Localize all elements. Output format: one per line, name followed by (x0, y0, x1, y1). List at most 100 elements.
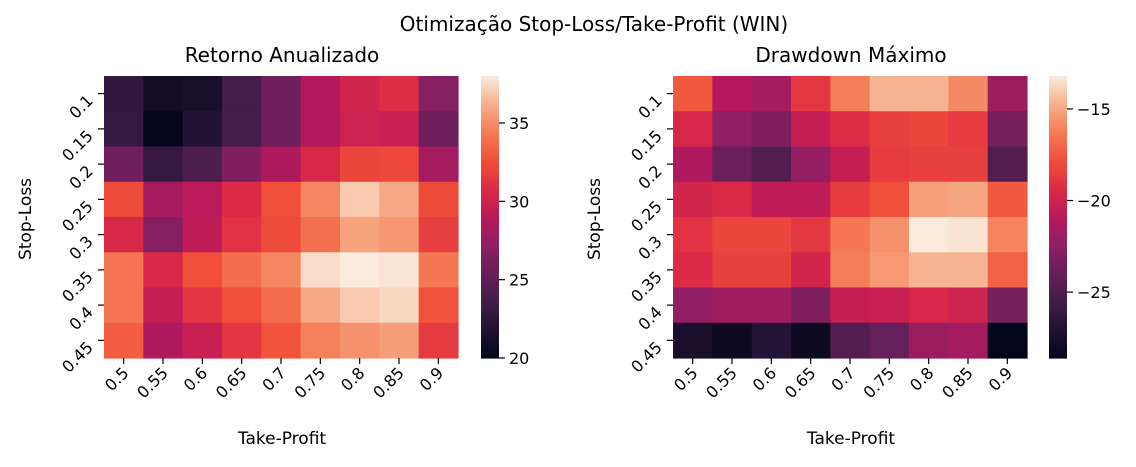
colorbar-segment (481, 350, 499, 354)
colorbar-segment (481, 348, 499, 352)
colorbar-segment (1049, 249, 1067, 253)
heatmap-cell (791, 76, 831, 112)
heatmap-cell (909, 146, 949, 183)
colorbar-segment (1049, 320, 1067, 324)
y-tick-label: 0.45 (627, 338, 666, 377)
heatmap-cell (143, 76, 184, 112)
heatmap-cell (418, 322, 459, 359)
x-tick-label: 0.65 (781, 363, 820, 402)
heatmap-cells (673, 76, 1028, 359)
heatmap-cell (222, 287, 262, 324)
colorbar-segment (1049, 240, 1067, 244)
colorbar-segment (481, 101, 499, 105)
heatmap-cell (869, 252, 910, 289)
colorbar-segment (1049, 275, 1067, 279)
colorbar-segment (1049, 278, 1067, 282)
colorbar-segment (481, 327, 499, 331)
y-axis-label: Stop-Loss (585, 178, 605, 260)
colorbar-segment (1049, 224, 1067, 227)
colorbar-segment (1049, 193, 1067, 197)
y-tick-label: 0.35 (627, 267, 666, 306)
colorbar-segment (481, 148, 499, 152)
colorbar-segment (481, 292, 499, 296)
heatmap-cell (987, 252, 1028, 289)
heatmap-cell (948, 322, 989, 359)
heatmap-cell (948, 181, 989, 218)
colorbar-segment (481, 256, 499, 260)
heatmap-cell (104, 111, 144, 148)
heatmap-cell (104, 76, 144, 112)
heatmap-cell (379, 252, 420, 289)
y-tick-label: 0.4 (634, 303, 665, 334)
heatmap-cell (869, 322, 910, 359)
colorbar-segment (481, 341, 499, 345)
colorbar-segment (481, 123, 499, 126)
colorbar-segment (1049, 233, 1067, 237)
colorbar-tick-label: −15 (1077, 100, 1111, 119)
colorbar-segment (1049, 264, 1067, 267)
heatmap-cell (300, 181, 341, 218)
x-tick-label: 0.5 (670, 363, 701, 394)
colorbar-segment (1049, 153, 1067, 157)
y-tick-label: 0.3 (634, 232, 665, 263)
x-tick-label: 0.75 (860, 363, 899, 402)
heatmap-cell (143, 111, 184, 148)
heatmap-cell (340, 181, 380, 218)
heatmap-cell (869, 111, 910, 148)
colorbar-segment (1049, 132, 1067, 136)
colorbar-segment (481, 332, 499, 336)
colorbar-segment (1049, 115, 1067, 119)
colorbar-segment (1049, 238, 1067, 242)
colorbar-segment (1049, 87, 1067, 91)
colorbar-segment (481, 78, 499, 82)
y-axis-label: Stop-Loss (16, 178, 36, 260)
colorbar-segment (481, 268, 499, 272)
colorbar-segment (1049, 221, 1067, 225)
heatmap-cell (869, 217, 910, 253)
heatmap-cell (712, 181, 753, 218)
heatmap-cell (751, 146, 792, 183)
colorbar-segment (1049, 127, 1067, 131)
heatmap-cell (751, 252, 792, 289)
x-tick-label: 0.9 (985, 363, 1016, 394)
colorbar-segment (481, 355, 499, 359)
colorbar-segment (481, 252, 499, 256)
colorbar-segment (481, 186, 499, 190)
heatmap-cell (300, 252, 341, 289)
heatmap-cell (948, 217, 989, 253)
colorbar-segment (481, 353, 499, 357)
heatmap-cell (222, 146, 262, 183)
heatmap-cell (791, 111, 831, 148)
heatmap-cell (182, 252, 223, 289)
heatmap-cell (340, 287, 380, 324)
colorbar-segment (481, 179, 499, 183)
colorbar-segment (481, 87, 499, 91)
colorbar-segment (481, 85, 499, 89)
colorbar-segment (1049, 325, 1067, 329)
heatmap-cell (751, 287, 792, 324)
heatmap-cell (987, 111, 1028, 148)
colorbar-segment (481, 228, 499, 232)
x-tick-label: 0.6 (180, 363, 211, 394)
colorbar-segment (481, 318, 499, 321)
y-tick-label: 0.2 (634, 162, 665, 193)
heatmap-cell (182, 181, 223, 218)
colorbar-segment (1049, 97, 1067, 101)
heatmap-cell (222, 217, 262, 253)
colorbar-segment (481, 104, 499, 108)
colorbar-segment (1049, 266, 1067, 270)
colorbar-segment (481, 205, 499, 209)
colorbar-segment (1049, 146, 1067, 150)
x-tick-label: 0.85 (938, 363, 977, 402)
heatmap-cell (909, 181, 949, 218)
colorbar-segment (481, 329, 499, 333)
heatmap-cell (418, 76, 459, 112)
colorbar-segment (481, 153, 499, 157)
heatmap-cell (104, 322, 144, 359)
heatmap-cell (300, 322, 341, 359)
x-tick-label: 0.85 (369, 363, 408, 402)
colorbar-segment (1049, 170, 1067, 173)
colorbar-segment (1049, 101, 1067, 105)
colorbar-segment (1049, 235, 1067, 239)
panel-title: Retorno Anualizado (185, 43, 380, 67)
